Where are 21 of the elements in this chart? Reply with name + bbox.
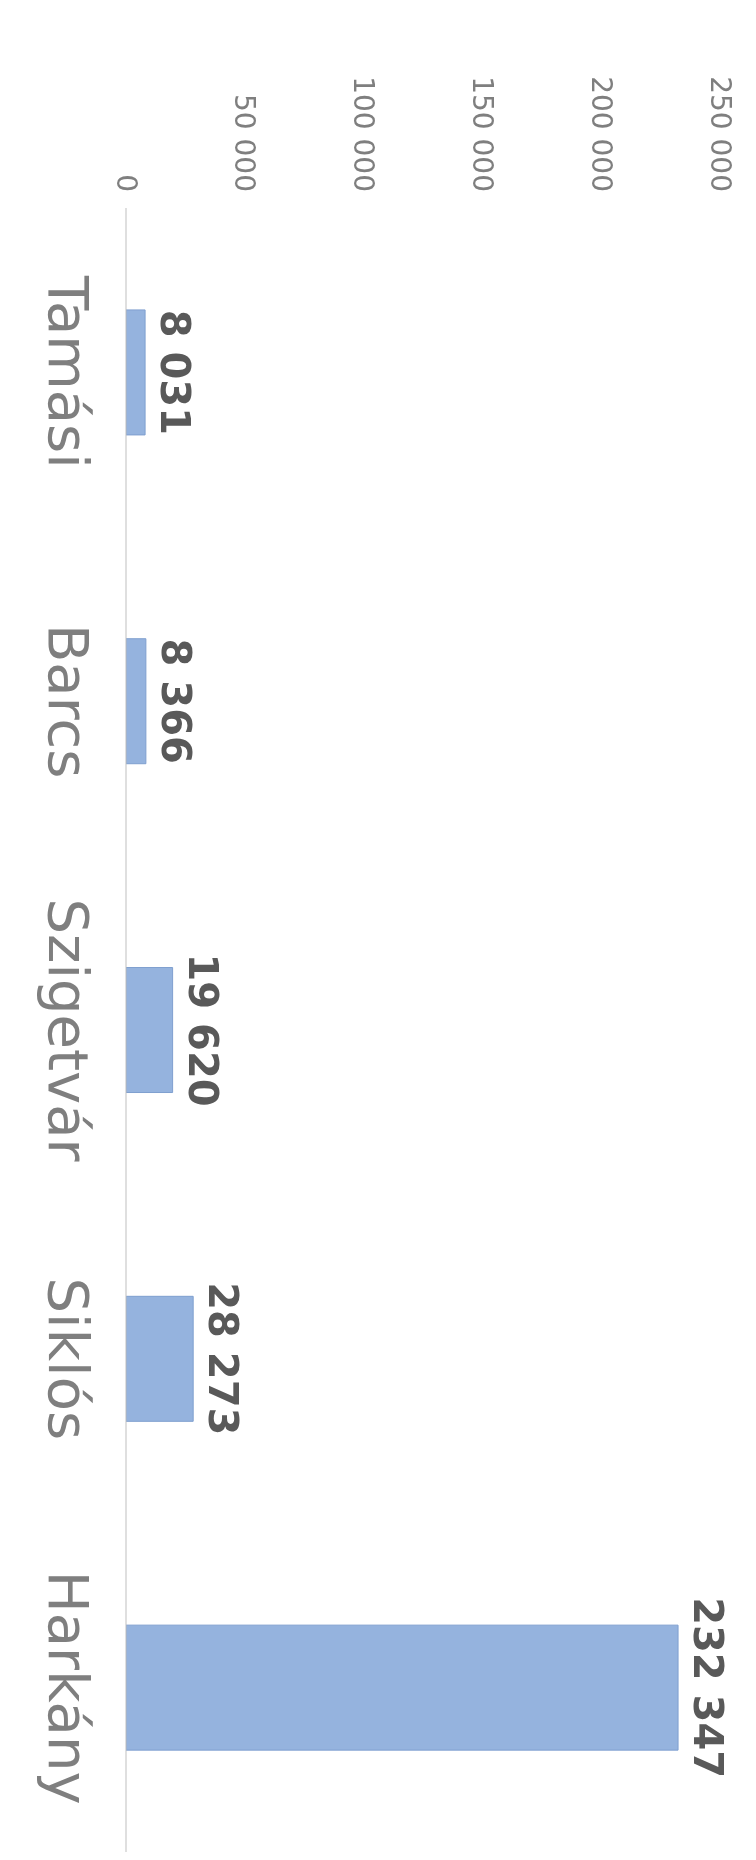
bar <box>126 967 174 1094</box>
data-label: 19 620 <box>179 953 226 1107</box>
x-tick-label: 50 000 <box>228 94 262 192</box>
bar <box>126 309 146 436</box>
data-label: 8 031 <box>152 309 199 436</box>
x-tick-label: 200 000 <box>584 76 618 192</box>
y-tick-label: Harkány <box>35 1570 101 1805</box>
x-tick-label: 0 <box>109 174 143 192</box>
data-label: 232 347 <box>685 1597 732 1779</box>
y-tick-label: Barcs <box>35 623 101 779</box>
x-tick-label: 150 000 <box>465 76 499 192</box>
bar <box>126 1295 194 1422</box>
x-tick-label: 250 000 <box>703 76 737 192</box>
bar <box>126 638 147 765</box>
data-label: 28 273 <box>200 1282 247 1436</box>
bar <box>126 1624 679 1751</box>
y-tick-label: Tamási <box>35 274 101 469</box>
x-tick-label: 100 000 <box>347 76 381 192</box>
y-tick-label: Szigetvár <box>35 898 101 1163</box>
y-tick-label: Siklós <box>35 1277 101 1441</box>
data-label: 8 366 <box>152 638 199 764</box>
